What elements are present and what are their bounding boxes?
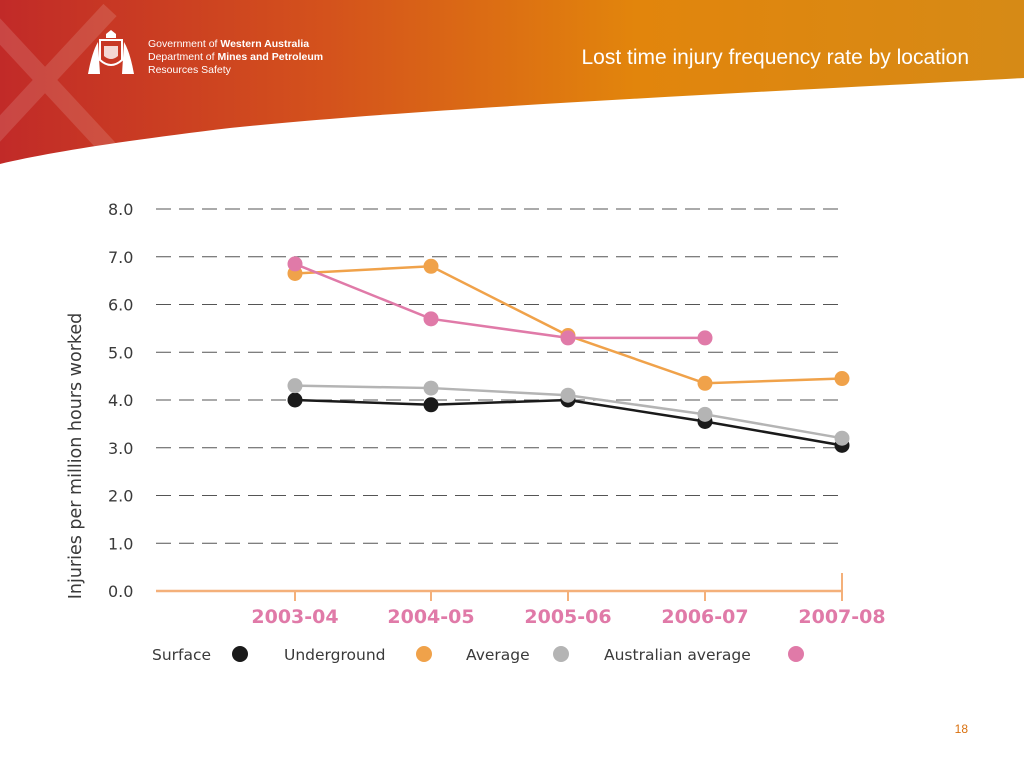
x-tick-label: 2004-05 — [387, 606, 474, 628]
data-point — [834, 430, 850, 446]
y-tick-label: 1.0 — [108, 534, 133, 553]
coat-of-arms-logo — [88, 30, 134, 74]
division-name: Resources Safety — [148, 64, 231, 76]
y-tick-label: 7.0 — [108, 248, 133, 267]
y-tick-label: 0.0 — [108, 582, 133, 601]
data-point — [697, 375, 713, 391]
data-point — [287, 392, 303, 408]
y-tick-label: 8.0 — [108, 200, 133, 219]
legend-marker — [788, 646, 804, 662]
dept-prefix: Department of — [148, 51, 215, 63]
data-point — [287, 256, 303, 272]
government-branding: Government of Western Australia Departme… — [148, 38, 323, 77]
y-tick-label: 6.0 — [108, 296, 133, 315]
data-point — [834, 371, 850, 387]
data-point — [697, 406, 713, 422]
data-point — [697, 330, 713, 346]
legend-marker — [416, 646, 432, 662]
legend-label: Surface — [152, 646, 211, 664]
y-tick-label: 2.0 — [108, 487, 133, 506]
data-point — [287, 378, 303, 394]
data-point — [423, 311, 439, 327]
y-tick-label: 4.0 — [108, 391, 133, 410]
legend-marker — [553, 646, 569, 662]
slide-title: Lost time injury frequency rate by locat… — [581, 46, 969, 69]
data-point — [423, 397, 439, 413]
gov-prefix: Government of — [148, 38, 218, 50]
x-tick-label: 2006-07 — [661, 606, 748, 628]
y-tick-label: 3.0 — [108, 439, 133, 458]
gov-name: Western Australia — [220, 38, 310, 50]
y-tick-label: 5.0 — [108, 343, 133, 362]
legend-marker — [232, 646, 248, 662]
x-tick-label: 2007-08 — [798, 606, 885, 628]
series-line — [294, 265, 843, 385]
data-point — [423, 258, 439, 274]
x-tick-label: 2005-06 — [524, 606, 611, 628]
legend-label: Australian average — [604, 646, 751, 664]
legend-label: Average — [466, 646, 530, 664]
data-point — [560, 387, 576, 403]
legend-label: Underground — [284, 646, 385, 664]
header-banner — [0, 0, 1024, 164]
data-point — [423, 380, 439, 396]
dept-name: Mines and Petroleum — [217, 51, 324, 63]
data-point — [560, 330, 576, 346]
y-axis-label: Injuries per million hours worked — [66, 312, 86, 600]
page-number: 18 — [954, 722, 968, 736]
series-line — [294, 262, 705, 340]
x-tick-label: 2003-04 — [251, 606, 338, 628]
